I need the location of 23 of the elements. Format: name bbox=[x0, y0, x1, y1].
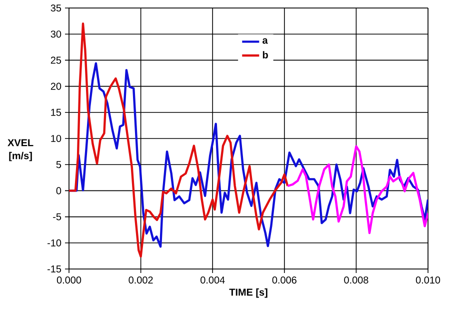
y-tick-label: 10 bbox=[51, 134, 62, 142]
y-tick-label: 30 bbox=[50, 30, 62, 38]
legend-label: b bbox=[262, 51, 268, 58]
y-axis-title: XVEL [m/s] bbox=[8, 139, 34, 162]
line-series bbox=[286, 145, 428, 234]
y-tick-label: -10 bbox=[48, 239, 62, 246]
y-tick-label: 0 bbox=[56, 187, 62, 194]
x-tick-label: 0.000 bbox=[56, 276, 82, 284]
legend-label: a bbox=[262, 38, 268, 44]
y-tick-label: -15 bbox=[48, 266, 62, 272]
line-series bbox=[69, 22, 289, 258]
x-tick-label: 0.004 bbox=[200, 276, 225, 284]
y-tick-label: 15 bbox=[51, 108, 62, 116]
y-tick-label: 25 bbox=[50, 56, 62, 64]
y-tick-label: 35 bbox=[50, 4, 62, 12]
y-tick-label: -5 bbox=[53, 213, 62, 220]
y-tick-label: 20 bbox=[50, 82, 62, 90]
x-tick-label: 0.002 bbox=[128, 276, 153, 284]
x-tick-label: 0.008 bbox=[344, 276, 368, 284]
y-tick-label: 5 bbox=[56, 161, 62, 168]
x-tick-label: 0.006 bbox=[272, 276, 296, 284]
x-axis-title: TIME [s] bbox=[229, 288, 268, 298]
x-tick-label: 0.010 bbox=[416, 276, 440, 284]
